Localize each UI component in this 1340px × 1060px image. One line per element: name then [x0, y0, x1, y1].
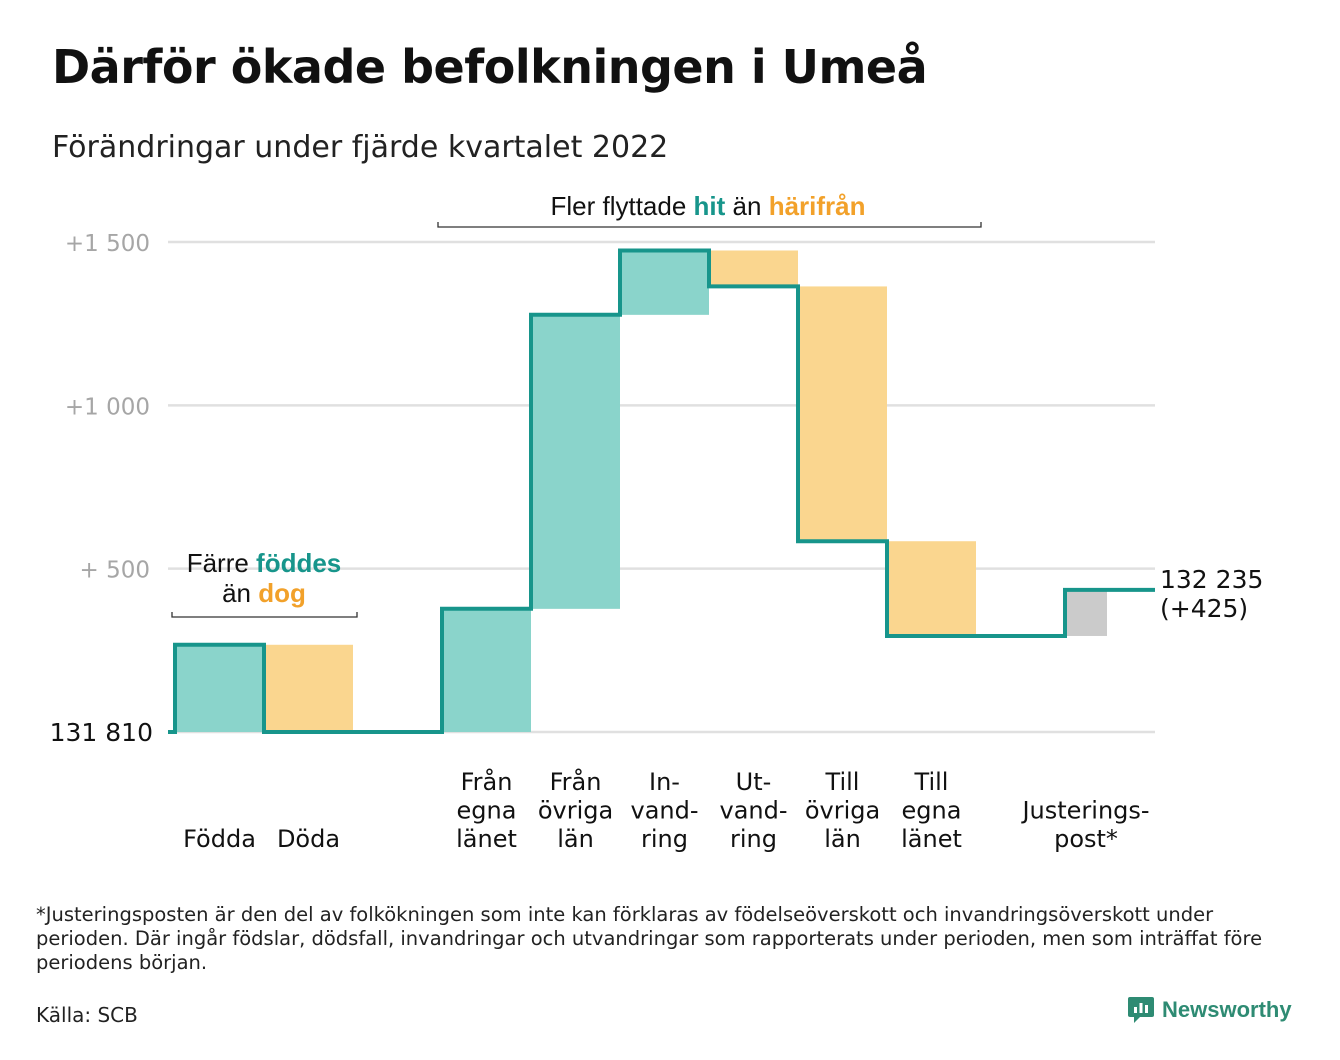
births-foddes: föddes: [256, 548, 341, 578]
category-label: övriga: [538, 797, 613, 825]
migration-annotation: Fler flyttade hit än härifrån: [437, 191, 982, 228]
category-label: Från: [461, 767, 513, 796]
category-label: vand-: [719, 797, 787, 825]
category-label: länet: [901, 825, 962, 853]
y-tick-label: +1 500: [65, 231, 150, 257]
migration-harifran: härifrån: [769, 191, 866, 221]
category-label: Födda: [183, 825, 256, 853]
category-labels: Födda DödaFrånegnalänetFrånövrigalänIn-va…: [183, 767, 1149, 853]
category-label: Från: [550, 767, 602, 796]
bar: [264, 644, 353, 732]
category-label: ring: [730, 825, 777, 853]
category-label: egna: [902, 797, 962, 825]
y-tick-label: +1 000: [65, 394, 150, 420]
brand-name: Newsworthy: [1162, 997, 1292, 1022]
bar: [442, 608, 531, 732]
births-dog: dog: [258, 578, 306, 608]
category-label: länet: [456, 825, 517, 853]
category-label: län: [557, 825, 594, 853]
footnote: *Justeringsposten är den del av folkökni…: [36, 903, 1263, 974]
bar: [620, 250, 709, 315]
bar: [531, 314, 620, 609]
migration-bracket: [437, 222, 982, 228]
cumulative-step-line: [168, 248, 1155, 734]
bar: [709, 250, 798, 287]
svg-text:Fler flyttade hit än härifrån: Fler flyttade hit än härifrån: [550, 191, 865, 221]
category-label: post*: [1054, 825, 1118, 853]
category-label: län: [824, 825, 861, 853]
newsworthy-logo-icon: [1128, 997, 1154, 1023]
bar: [798, 286, 887, 542]
bar: [1065, 589, 1107, 636]
bars: [175, 250, 1107, 732]
end-change-label: (+425): [1160, 594, 1248, 623]
bar: [887, 541, 976, 636]
births-bracket: [171, 612, 358, 618]
chart-subtitle: Förändringar under fjärde kvartalet 2022: [52, 130, 669, 165]
y-tick-label: + 500: [80, 558, 150, 584]
births-mid: än: [222, 578, 258, 608]
svg-text:Färre föddes: Färre föddes: [187, 548, 342, 578]
category-label: övriga: [805, 797, 880, 825]
migration-prefix: Fler flyttade: [550, 191, 693, 221]
migration-mid: än: [725, 191, 768, 221]
y-tick-label: 131 810: [50, 718, 153, 747]
bar: [175, 644, 264, 732]
births-annotation: Färre föddes än dog: [171, 548, 358, 618]
source-label: Källa: SCB: [36, 1003, 138, 1027]
category-label: Till: [825, 768, 860, 796]
category-label: ring: [641, 825, 688, 853]
births-prefix: Färre: [187, 548, 256, 578]
brand-logo[interactable]: Newsworthy: [1128, 997, 1292, 1023]
category-label: Döda: [277, 825, 340, 853]
category-label: egna: [457, 797, 517, 825]
category-label: Ut-: [736, 768, 772, 796]
category-label: In-: [649, 768, 680, 796]
end-value-label: 132 235: [1160, 565, 1263, 594]
svg-text:än dog: än dog: [222, 578, 306, 608]
category-label: Justerings-: [1020, 797, 1149, 825]
y-axis-ticks: 131 810 + 500 +1 000 +1 500: [50, 231, 153, 747]
chart-title: Därför ökade befolkningen i Umeå: [52, 40, 928, 94]
category-label: vand-: [630, 797, 698, 825]
category-label: Till: [914, 768, 949, 796]
migration-hit: hit: [694, 191, 726, 221]
